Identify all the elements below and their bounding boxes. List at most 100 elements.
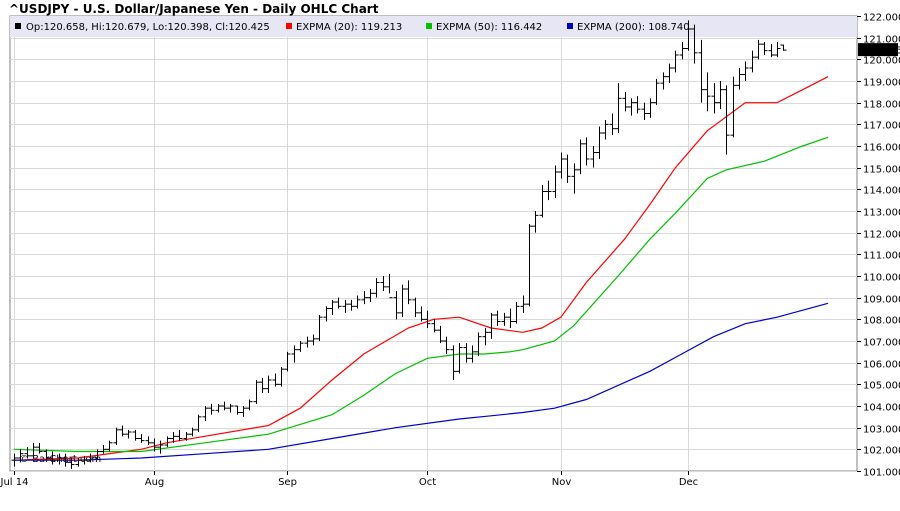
ohlc-bar: [520, 295, 527, 313]
ohlc-bar: [437, 325, 444, 344]
ohlc-bar: [304, 336, 311, 348]
ohlc-bar: [208, 403, 215, 415]
x-tick-label: Jul 14: [0, 477, 28, 488]
ohlc-bar: [711, 83, 718, 114]
y-tick-label: 108.000: [863, 316, 900, 327]
ohlc-bar: [11, 453, 18, 467]
ohlc-bar: [30, 442, 37, 458]
ohlc-bar: [628, 98, 635, 116]
y-tick-label: 102.000: [863, 446, 900, 457]
ohlc-bar: [647, 98, 654, 118]
last-price-box: [858, 43, 898, 57]
y-tick-label: 113.000: [863, 208, 900, 219]
ohlc-bar: [545, 180, 552, 201]
legend-label: EXPMA (20): 119.213: [296, 22, 402, 33]
ohlc-bar: [768, 44, 775, 58]
ohlc-bar: [450, 345, 457, 380]
ohlc-bar: [132, 429, 139, 441]
legend-swatch: [286, 23, 292, 29]
ohlc-bar: [100, 445, 107, 454]
y-tick-label: 107.000: [863, 338, 900, 349]
ohlc-bar: [259, 377, 266, 393]
ohlc-bar: [119, 425, 126, 437]
ohlc-bar: [348, 299, 355, 311]
ohlc-bar: [443, 336, 450, 354]
y-tick-label: 118.000: [863, 100, 900, 111]
y-tick-label: 109.000: [863, 295, 900, 306]
ohlc-bar: [685, 20, 692, 51]
y-tick-label: 115.000: [863, 165, 900, 176]
ohlc-bar: [405, 280, 412, 305]
ohlc-bar: [513, 302, 520, 324]
ohlc-bar: [202, 406, 209, 422]
ohlc-bar: [272, 373, 279, 387]
ohlc-bar: [24, 447, 31, 458]
x-tick-label: Oct: [419, 477, 436, 488]
ohlc-bar: [552, 165, 559, 198]
ohlc-bar: [469, 345, 476, 363]
ohlc-bar: [399, 284, 406, 318]
ohlc-bar: [81, 455, 88, 465]
ohlc-bar: [17, 449, 24, 463]
ohlc-bar: [475, 332, 482, 357]
ohlc-bar: [68, 458, 75, 469]
ohlc-bar: [494, 310, 501, 326]
ohlc-bar: [564, 154, 571, 183]
ohlc-bar: [691, 24, 698, 64]
ohlc-bar: [412, 297, 419, 318]
ohlc-bar: [507, 308, 514, 328]
ohlc-bar: [532, 211, 539, 233]
ohlc-bar: [335, 297, 342, 309]
ohlc-bar: [151, 438, 158, 452]
ohlc-bar: [380, 276, 387, 292]
ohlc-bar: [297, 341, 304, 352]
ohlc-bar: [195, 414, 202, 432]
ohlc-bar: [501, 312, 508, 326]
y-tick-label: 122.000: [863, 13, 900, 24]
ohlc-bar: [488, 312, 495, 339]
y-tick-label: 103.000: [863, 425, 900, 436]
ohlc-bar: [106, 440, 113, 452]
ohlc-bar: [634, 96, 641, 114]
ohlc-bar: [176, 429, 183, 441]
ohlc-bar: [660, 72, 667, 90]
ohlc-bar: [189, 427, 196, 437]
ohlc-bar: [240, 406, 247, 417]
ohlc-bar: [87, 453, 94, 463]
ohlc-bar: [43, 449, 50, 461]
ohlc-bar: [291, 345, 298, 363]
y-tick-label: 110.000: [863, 273, 900, 284]
ohlc-bar: [698, 39, 705, 103]
ohlc-bar: [755, 39, 762, 60]
ohlc-bar: [526, 224, 533, 307]
ohlc-bar: [463, 343, 470, 363]
ohlc-bar: [329, 299, 336, 315]
ohlc-bar: [641, 102, 648, 120]
ohlc-bar: [56, 453, 63, 465]
ohlc-bar: [749, 50, 756, 73]
ohlc-bar: [780, 44, 787, 51]
ohlc-bar: [36, 442, 43, 454]
ohlc-bar: [138, 434, 145, 443]
ohlc-bar: [157, 440, 164, 454]
y-tick-label: 104.000: [863, 403, 900, 414]
ohlc-bar: [679, 42, 686, 60]
ohlc-bar: [742, 61, 749, 81]
x-tick-label: Dec: [679, 477, 698, 488]
ohlc-bar: [456, 343, 463, 374]
ohlc-bar: [94, 449, 101, 461]
ohlc-bar: [215, 403, 222, 413]
ohlc-bar: [602, 120, 609, 140]
ohlc-bar: [736, 68, 743, 90]
ohlc-bar: [717, 81, 724, 110]
y-tick-label: 114.000: [863, 186, 900, 197]
y-tick-label: 101.000: [863, 468, 900, 479]
ohlc-bar: [342, 299, 349, 313]
y-tick-label: 121.000: [863, 35, 900, 46]
ohlc-bar: [653, 78, 660, 105]
y-tick-label: 105.000: [863, 381, 900, 392]
legend-swatch: [426, 23, 432, 29]
ohlc-bar: [367, 289, 374, 302]
